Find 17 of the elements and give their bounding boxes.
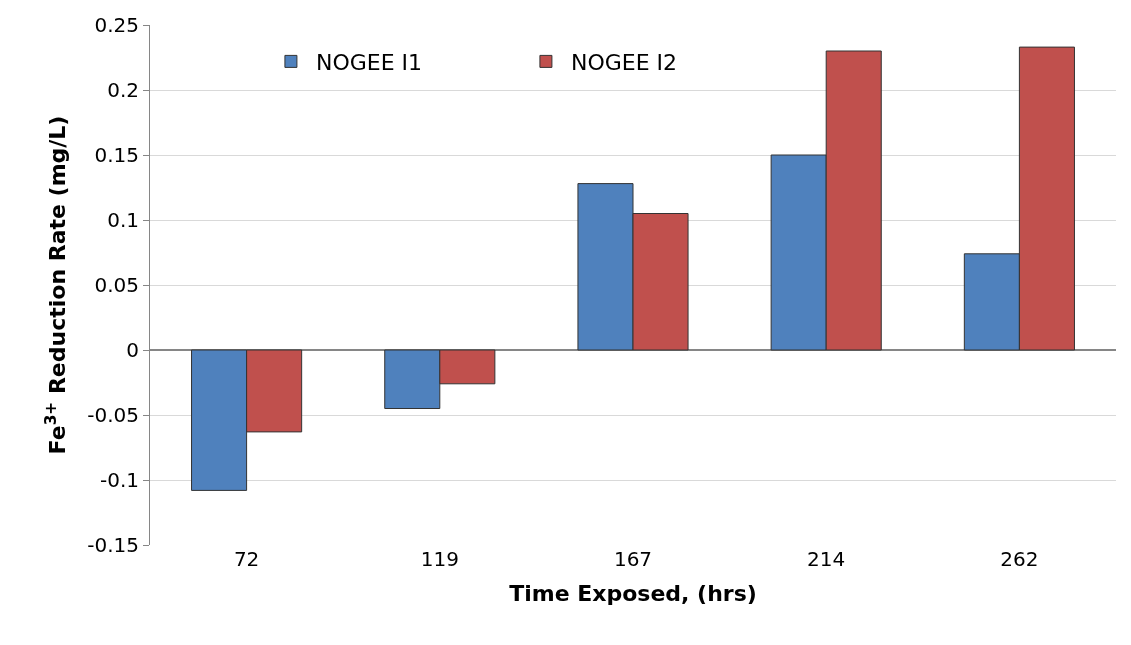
- x-tick-label: 214: [807, 547, 846, 571]
- y-tick-label: 0.25: [94, 13, 139, 37]
- y-tick-label: 0.15: [94, 143, 139, 167]
- x-tick-label: 119: [420, 547, 459, 571]
- x-axis-title: Time Exposed, (hrs): [509, 580, 757, 606]
- legend-label: NOGEE I1: [315, 49, 423, 75]
- y-tick-label: -0.15: [87, 533, 139, 557]
- y-tick-label: 0.1: [107, 208, 139, 232]
- x-tick-label: 167: [613, 547, 653, 571]
- y-tick-label: -0.1: [99, 468, 139, 492]
- x-tick-label: 262: [1000, 547, 1039, 571]
- y-tick-label: 0.05: [94, 273, 139, 297]
- x-tick-label: 72: [233, 547, 260, 571]
- y-tick-label: 0.2: [107, 78, 139, 102]
- y-tick-label: -0.05: [87, 403, 139, 427]
- legend-label: NOGEE I2: [570, 49, 678, 75]
- y-tick-label: 0: [126, 338, 139, 362]
